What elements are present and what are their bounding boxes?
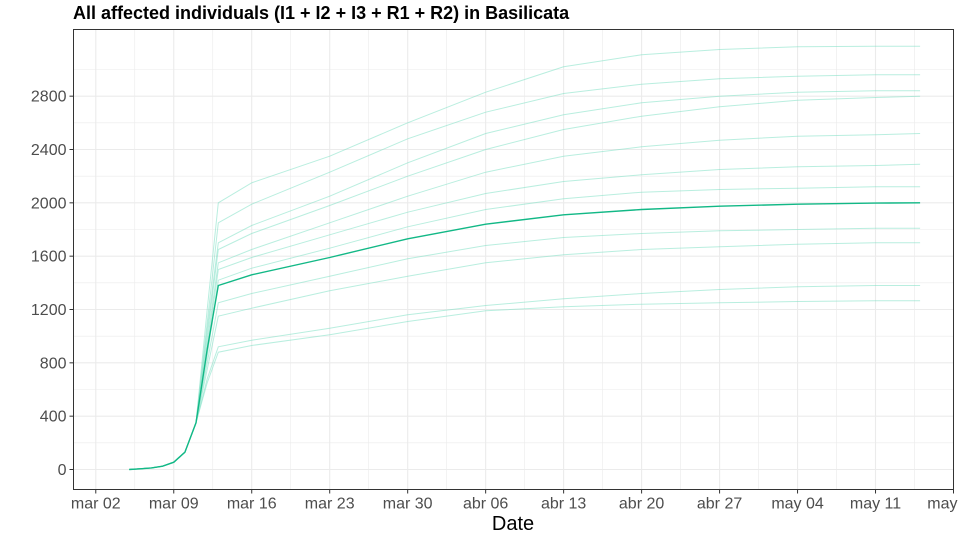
chart-title: All affected individuals (I1 + I2 + I3 +… — [73, 3, 570, 23]
y-tick-label: 2400 — [31, 142, 67, 159]
x-tick-label: may 18 — [927, 496, 960, 513]
x-tick-label: abr 20 — [619, 496, 664, 513]
y-tick-label: 1600 — [31, 249, 67, 266]
x-tick-label: mar 16 — [227, 496, 277, 513]
y-tick-label: 2800 — [31, 89, 67, 106]
x-tick-label: mar 30 — [383, 496, 433, 513]
y-tick-label: 2000 — [31, 195, 67, 212]
y-tick-label: 0 — [58, 462, 67, 479]
x-axis: mar 02 mar 09 mar 16 mar 23 mar 30 abr 06 abr … — [71, 489, 960, 513]
x-tick-label: may 11 — [850, 496, 901, 513]
main-series-line — [129, 202, 921, 471]
x-tick-label: mar 09 — [149, 496, 199, 513]
plot-panel-border — [73, 29, 954, 490]
x-tick-label: mar 23 — [305, 496, 355, 513]
x-axis-title: Date — [492, 513, 534, 535]
y-tick-label: 400 — [40, 409, 67, 426]
main-series — [129, 202, 921, 471]
y-tick-label: 1200 — [31, 302, 67, 319]
y-tick-label: 800 — [40, 355, 67, 372]
x-tick-label: may 04 — [771, 496, 824, 513]
x-tick-label: mar 02 — [71, 496, 121, 513]
x-tick-label: abr 06 — [463, 496, 508, 513]
x-tick-label: abr 13 — [541, 496, 586, 513]
y-axis: 0 400 800 1200 1600 2000 2400 2800 — [31, 89, 74, 479]
x-tick-label: abr 27 — [697, 496, 742, 513]
